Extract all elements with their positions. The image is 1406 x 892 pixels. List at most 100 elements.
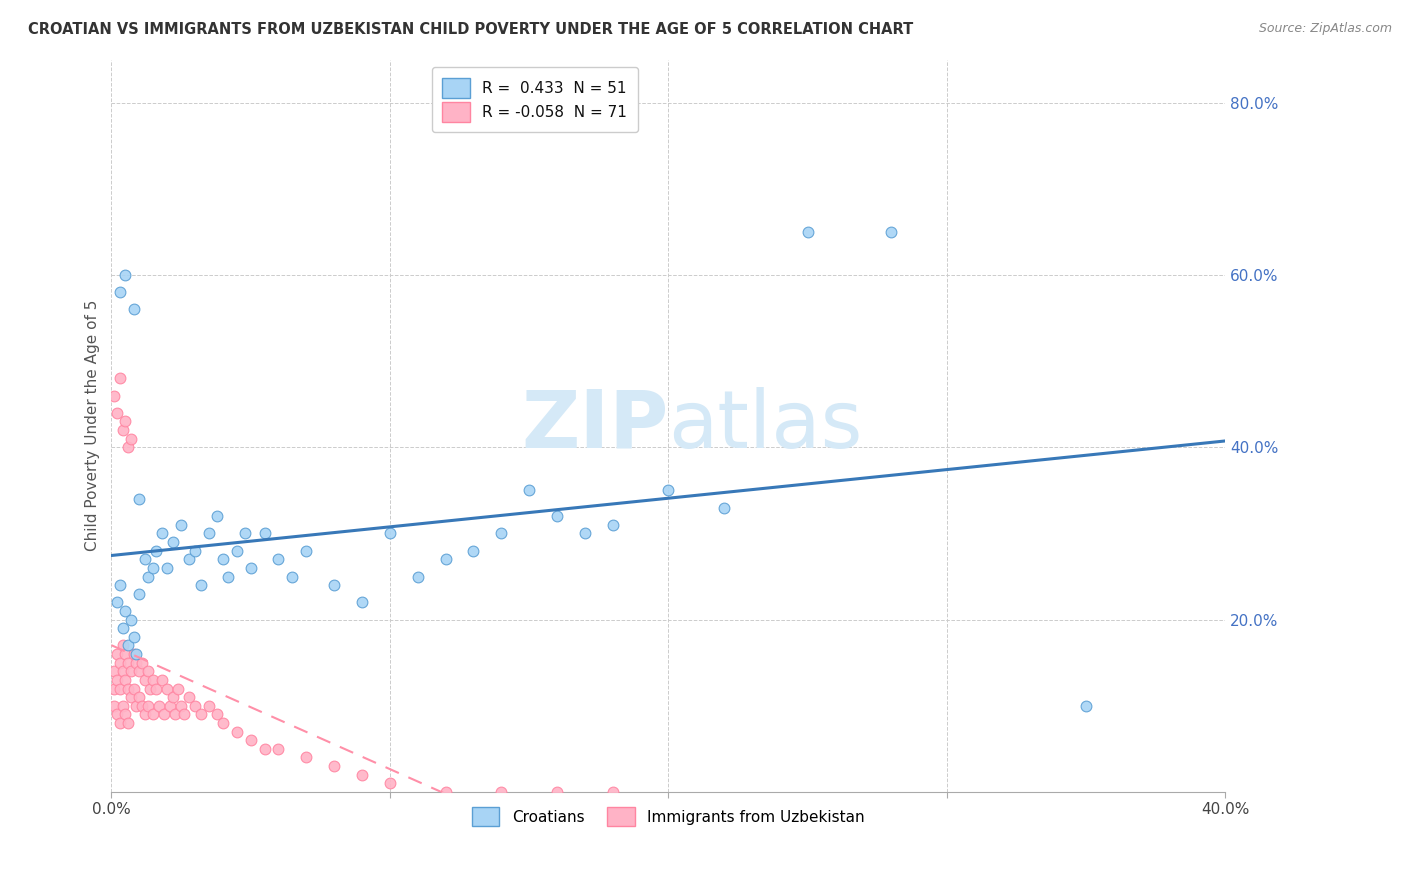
Point: [117, 716, 139, 731]
Point: [111, 621, 134, 635]
Point: [1074, 698, 1097, 713]
Point: [131, 656, 153, 670]
Point: [378, 526, 401, 541]
Point: [184, 698, 207, 713]
Point: [117, 639, 139, 653]
Point: [546, 509, 568, 524]
Point: [103, 665, 125, 679]
Point: [114, 415, 136, 429]
Point: [489, 526, 512, 541]
Point: [136, 569, 159, 583]
Point: [122, 647, 145, 661]
Point: [108, 285, 131, 300]
Point: [114, 604, 136, 618]
Point: [120, 690, 142, 705]
Point: [148, 698, 170, 713]
Point: [198, 698, 221, 713]
Point: [406, 569, 429, 583]
Point: [880, 225, 903, 239]
Point: [434, 785, 457, 799]
Text: atlas: atlas: [668, 387, 863, 465]
Point: [142, 707, 165, 722]
Point: [184, 543, 207, 558]
Point: [159, 698, 181, 713]
Point: [111, 698, 134, 713]
Point: [128, 665, 150, 679]
Point: [323, 578, 346, 592]
Point: [796, 225, 818, 239]
Point: [108, 656, 131, 670]
Point: [295, 750, 318, 764]
Point: [134, 552, 156, 566]
Point: [120, 432, 142, 446]
Point: [114, 268, 136, 282]
Point: [295, 543, 318, 558]
Point: [136, 665, 159, 679]
Point: [323, 759, 346, 773]
Point: [103, 681, 125, 696]
Point: [211, 716, 233, 731]
Point: [217, 569, 239, 583]
Point: [125, 698, 148, 713]
Point: [114, 707, 136, 722]
Point: [546, 785, 568, 799]
Point: [120, 665, 142, 679]
Point: [103, 698, 125, 713]
Point: [198, 526, 221, 541]
Point: [153, 707, 176, 722]
Point: [167, 681, 190, 696]
Point: [105, 406, 128, 420]
Point: [105, 673, 128, 687]
Point: [267, 742, 290, 756]
Point: [165, 707, 187, 722]
Point: [350, 595, 373, 609]
Point: [111, 665, 134, 679]
Point: [602, 785, 624, 799]
Text: CROATIAN VS IMMIGRANTS FROM UZBEKISTAN CHILD POVERTY UNDER THE AGE OF 5 CORRELAT: CROATIAN VS IMMIGRANTS FROM UZBEKISTAN C…: [28, 22, 914, 37]
Point: [225, 543, 247, 558]
Point: [117, 656, 139, 670]
Point: [128, 690, 150, 705]
Point: [190, 707, 212, 722]
Point: [281, 569, 304, 583]
Point: [211, 552, 233, 566]
Point: [103, 389, 125, 403]
Point: [120, 613, 142, 627]
Point: [170, 517, 193, 532]
Point: [114, 673, 136, 687]
Point: [179, 690, 201, 705]
Point: [108, 681, 131, 696]
Point: [111, 423, 134, 437]
Point: [105, 595, 128, 609]
Point: [125, 647, 148, 661]
Point: [713, 500, 735, 515]
Point: [150, 526, 173, 541]
Point: [131, 698, 153, 713]
Point: [128, 587, 150, 601]
Point: [239, 733, 262, 747]
Point: [162, 535, 184, 549]
Point: [145, 543, 167, 558]
Point: [156, 561, 179, 575]
Point: [117, 681, 139, 696]
Point: [170, 698, 193, 713]
Point: [267, 552, 290, 566]
Text: Source: ZipAtlas.com: Source: ZipAtlas.com: [1258, 22, 1392, 36]
Point: [122, 302, 145, 317]
Point: [173, 707, 195, 722]
Point: [111, 639, 134, 653]
Point: [602, 517, 624, 532]
Point: [136, 698, 159, 713]
Point: [239, 561, 262, 575]
Point: [114, 647, 136, 661]
Point: [134, 673, 156, 687]
Y-axis label: Child Poverty Under the Age of 5: Child Poverty Under the Age of 5: [86, 300, 100, 551]
Point: [179, 552, 201, 566]
Point: [142, 561, 165, 575]
Point: [117, 440, 139, 454]
Point: [105, 707, 128, 722]
Point: [434, 552, 457, 566]
Point: [253, 742, 276, 756]
Point: [125, 656, 148, 670]
Point: [108, 371, 131, 385]
